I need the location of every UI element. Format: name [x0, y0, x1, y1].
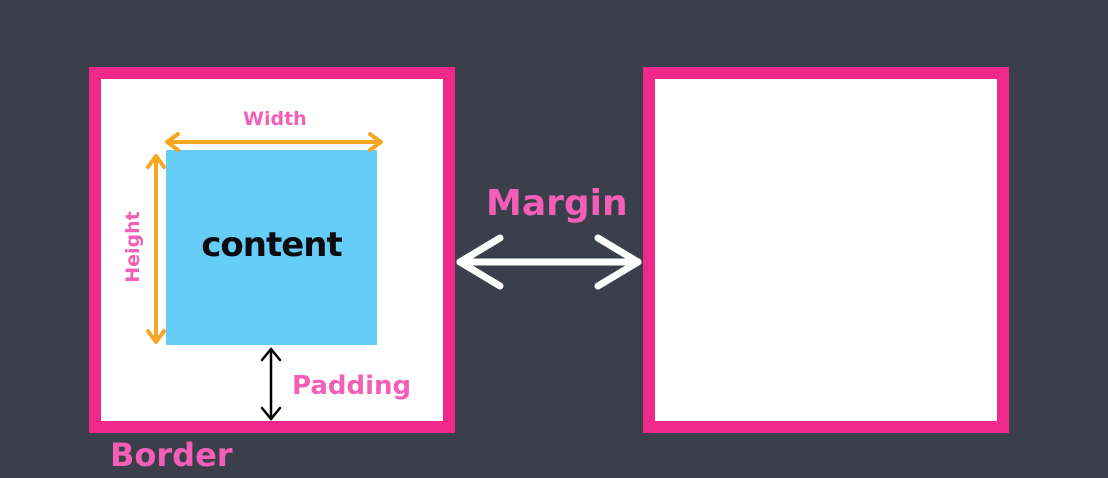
padding-label: Padding: [292, 371, 412, 401]
height-label: Height: [121, 211, 144, 283]
width-arrow-icon: [165, 132, 383, 152]
content-area: content: [166, 150, 377, 345]
content-label: content: [201, 224, 342, 265]
margin-arrow-icon: [456, 234, 642, 290]
margin-label: Margin: [486, 183, 628, 224]
height-arrow-icon: [146, 154, 166, 344]
width-label: Width: [243, 108, 307, 130]
padding-arrow-icon: [260, 347, 282, 421]
border-label: Border: [110, 436, 233, 474]
right-box-border: [643, 67, 1009, 433]
